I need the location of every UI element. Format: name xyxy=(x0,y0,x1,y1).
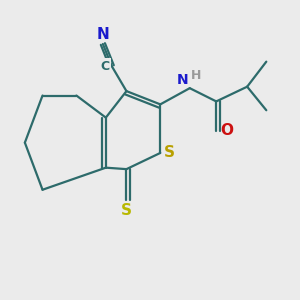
Text: S: S xyxy=(164,146,175,160)
Text: O: O xyxy=(221,123,234,138)
Text: H: H xyxy=(190,69,201,82)
Text: S: S xyxy=(121,203,132,218)
Text: N: N xyxy=(97,27,109,42)
Text: C: C xyxy=(100,60,110,73)
Text: N: N xyxy=(177,73,188,87)
